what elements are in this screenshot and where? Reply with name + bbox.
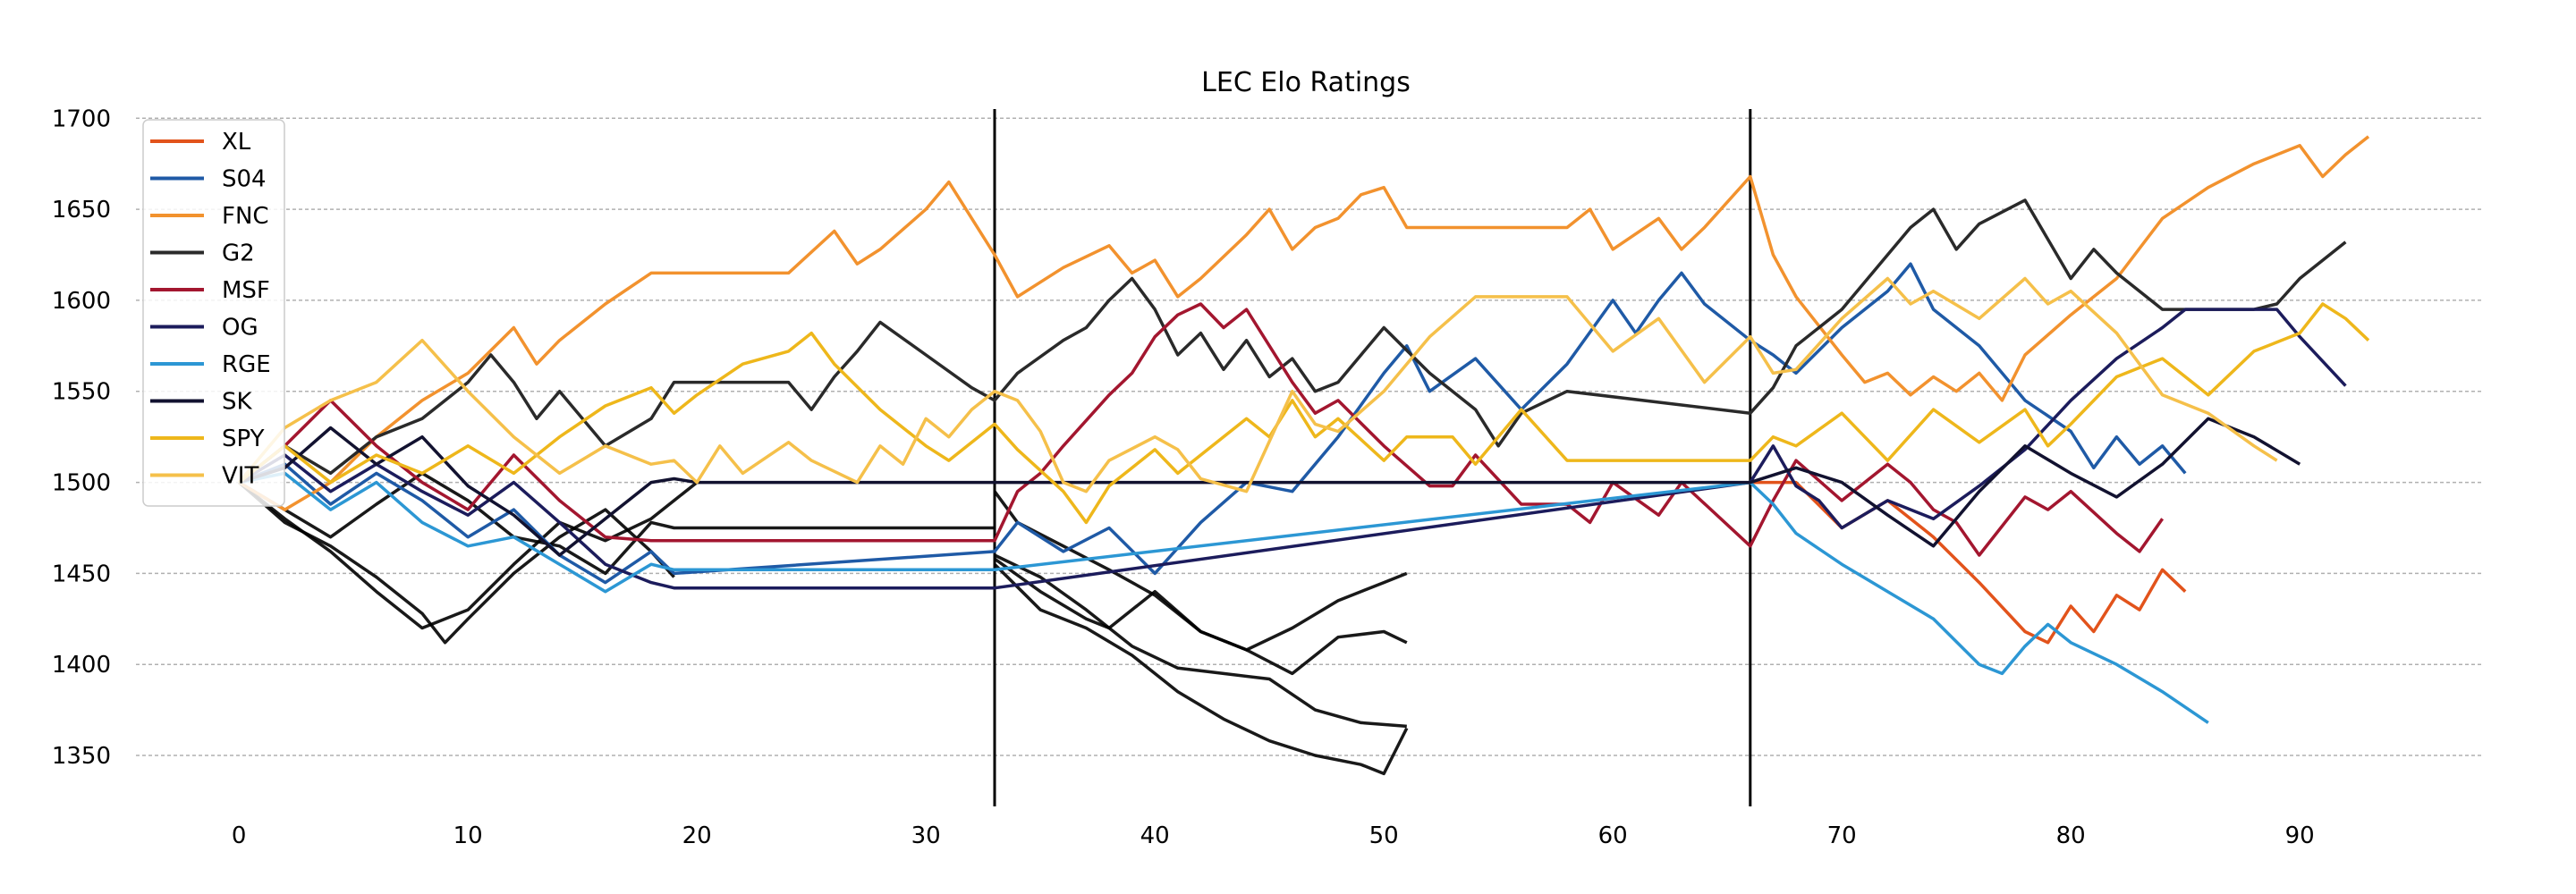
legend-label-fnc: FNC <box>222 203 269 230</box>
legend-label-g2: G2 <box>222 240 255 267</box>
legend-label-s04: S04 <box>222 166 267 193</box>
series-line-vit <box>237 276 2278 493</box>
legend-label-sk: SK <box>222 389 253 416</box>
unlabeled-series-line <box>993 490 1408 676</box>
series-line-g2 <box>238 198 2347 484</box>
y-axis-ticks: 1350 1400 1450 1500 1550 1600 1650 1700 <box>52 105 111 770</box>
series-line-msf <box>238 302 2165 557</box>
y-tick-label: 1650 <box>52 197 111 224</box>
y-tick-label: 1500 <box>52 470 111 497</box>
series-line-s04 <box>238 262 2187 585</box>
x-tick-label: 80 <box>2056 822 2086 849</box>
y-tick-label: 1350 <box>52 743 111 770</box>
unlabeled-series-line <box>993 557 1408 652</box>
x-tick-label: 70 <box>1827 822 1857 849</box>
legend-label-xl: XL <box>222 129 251 156</box>
legend-label-og: OG <box>222 315 258 342</box>
unlabeled-series-line <box>993 562 1409 776</box>
legend: XL S04 FNC G2 MSF OG RGE SK SPY VIT <box>142 119 285 507</box>
x-tick-label: 0 <box>232 822 247 849</box>
unlabeled-series-line <box>238 481 699 630</box>
grid-lines <box>136 117 2483 756</box>
series-line-rge <box>238 471 2209 724</box>
x-tick-label: 40 <box>1140 822 1170 849</box>
y-tick-label: 1600 <box>52 288 111 315</box>
unlabeled-series-line <box>238 471 995 576</box>
y-tick-label: 1550 <box>52 379 111 406</box>
split-lines <box>993 109 1752 806</box>
unlabeled-series-line <box>238 481 675 645</box>
series-lines <box>237 135 2370 776</box>
legend-label-msf: MSF <box>222 277 270 304</box>
legend-label-spy: SPY <box>222 426 265 452</box>
x-axis-ticks: 0 10 20 30 40 50 60 70 80 90 <box>232 822 2315 849</box>
series-line-spy <box>238 302 2370 525</box>
x-tick-label: 30 <box>911 822 941 849</box>
series-line-fnc <box>238 135 2370 511</box>
x-tick-label: 50 <box>1369 822 1399 849</box>
legend-label-rge: RGE <box>222 351 271 378</box>
x-tick-label: 60 <box>1598 822 1628 849</box>
series-line-sk <box>238 417 2301 557</box>
legend-label-vit: VIT <box>222 463 258 490</box>
x-tick-label: 90 <box>2285 822 2315 849</box>
series-line-og <box>238 308 2347 590</box>
unlabeled-series-line <box>994 553 1407 729</box>
x-tick-label: 20 <box>682 822 712 849</box>
y-tick-label: 1400 <box>52 652 111 679</box>
chart-title: LEC Elo Ratings <box>1201 67 1411 98</box>
x-tick-label: 10 <box>453 822 483 849</box>
y-tick-label: 1700 <box>52 105 111 132</box>
y-tick-label: 1450 <box>52 561 111 587</box>
